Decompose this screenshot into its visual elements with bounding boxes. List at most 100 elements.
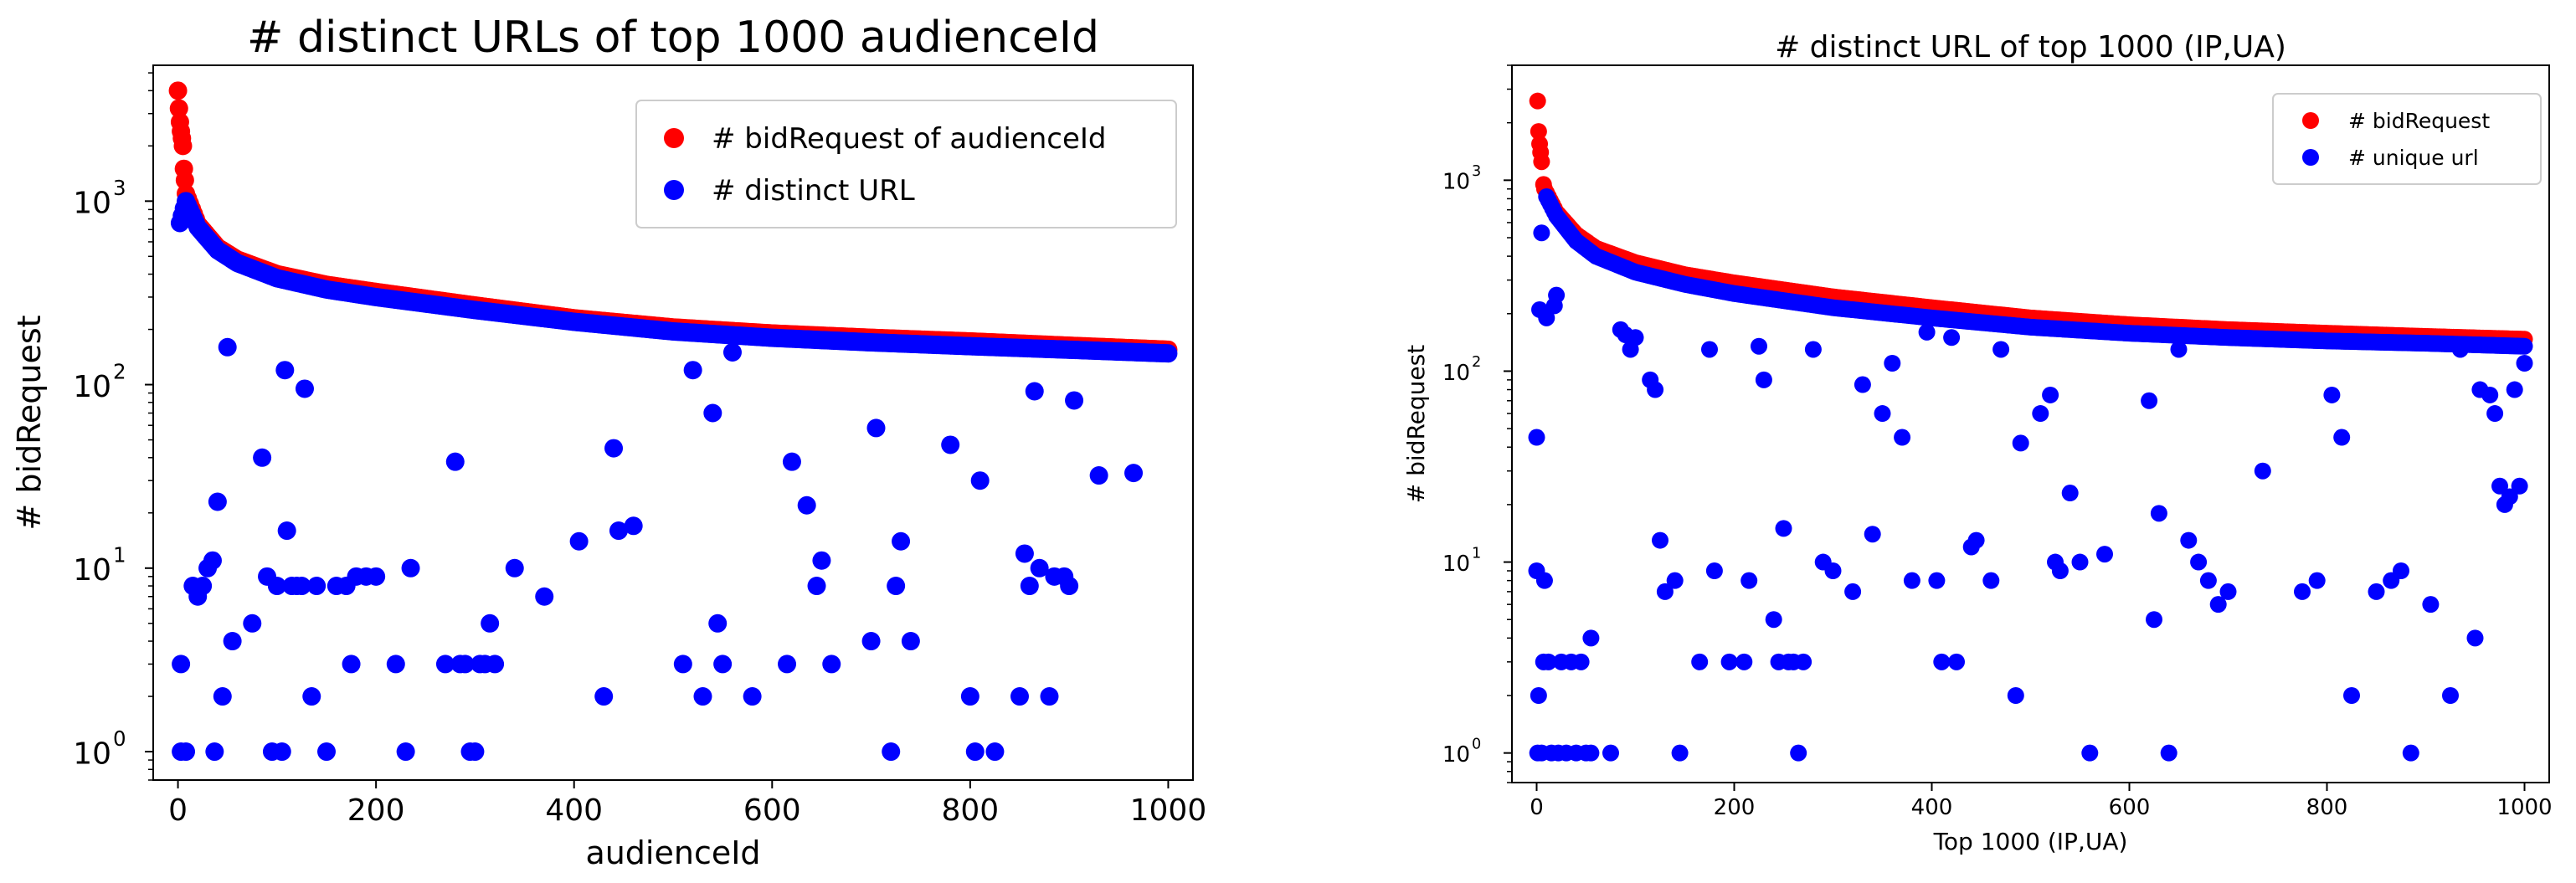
point-bidrequest — [173, 136, 193, 156]
point-distinct-url — [743, 687, 762, 706]
plot-area — [168, 81, 1178, 762]
point-distinct-url — [2012, 434, 2029, 452]
y-tick-exponent: 3 — [1472, 163, 1481, 180]
axes-frame — [1511, 64, 2550, 783]
point-distinct-url — [722, 342, 742, 362]
point-distinct-url — [2160, 744, 2178, 762]
point-distinct-url — [272, 742, 291, 762]
point-distinct-url — [1804, 341, 1822, 358]
legend-box — [635, 100, 1177, 228]
point-distinct-url — [342, 655, 361, 674]
point-distinct-url — [673, 655, 692, 674]
y-tick-label: 10 — [73, 737, 111, 771]
point-distinct-url — [2491, 477, 2508, 495]
point-distinct-url — [243, 613, 262, 633]
point-distinct-url — [401, 558, 420, 578]
y-axis-label: # bidRequest — [11, 315, 48, 530]
y-tick-label: 10 — [73, 553, 111, 588]
point-distinct-url — [1627, 329, 1644, 347]
point-distinct-url — [1903, 572, 1920, 589]
point-distinct-url — [2511, 477, 2528, 495]
point-distinct-url — [604, 439, 624, 458]
point-distinct-url — [2343, 686, 2360, 704]
point-distinct-url — [253, 448, 272, 467]
y-tick-label: 10 — [1442, 361, 1470, 386]
point-distinct-url — [1735, 653, 1753, 670]
y-tick-label: 10 — [73, 187, 111, 221]
x-tick-label: 1000 — [1130, 793, 1207, 828]
point-distinct-url — [1765, 611, 1782, 629]
point-distinct-url — [1533, 224, 1550, 242]
point-distinct-url — [435, 655, 455, 674]
x-tick-label: 200 — [347, 793, 405, 828]
point-distinct-url — [2393, 562, 2409, 579]
point-distinct-url — [2180, 531, 2198, 549]
point-distinct-url — [208, 492, 227, 511]
point-distinct-url — [2209, 596, 2227, 613]
point-distinct-url — [2442, 686, 2459, 704]
point-distinct-url — [882, 742, 901, 762]
point-bidrequest — [168, 81, 188, 100]
point-distinct-url — [1948, 653, 1965, 670]
y-tick-exponent: 1 — [1472, 545, 1481, 562]
point-distinct-url — [941, 435, 960, 454]
point-distinct-url — [1548, 286, 1566, 304]
point-distinct-url — [2150, 505, 2167, 522]
y-tick-exponent: 3 — [113, 176, 126, 200]
chart-title: # distinct URL of top 1000 (IP,UA) — [1775, 30, 2286, 64]
point-distinct-url — [1025, 382, 1044, 401]
point-distinct-url — [1918, 323, 1936, 341]
axes-frame — [152, 64, 1194, 781]
point-distinct-url — [1740, 572, 1758, 589]
point-distinct-url — [1089, 466, 1108, 485]
point-distinct-url — [2032, 405, 2049, 423]
point-distinct-url — [2061, 485, 2079, 502]
x-axis-label: audienceId — [585, 834, 760, 871]
point-distinct-url — [1656, 583, 1674, 600]
point-distinct-url — [445, 452, 465, 471]
point-distinct-url — [1060, 577, 1079, 596]
point-distinct-url — [481, 613, 500, 633]
point-distinct-url — [2042, 386, 2059, 403]
point-distinct-url — [367, 567, 386, 586]
y-tick-exponent: 1 — [113, 543, 126, 567]
point-distinct-url — [1065, 391, 1084, 410]
point-distinct-url — [275, 361, 295, 380]
point-distinct-url — [2451, 341, 2469, 358]
point-distinct-url — [1790, 744, 1807, 762]
point-distinct-url — [2170, 341, 2188, 358]
point-distinct-url — [2146, 611, 2162, 629]
point-distinct-url — [2323, 386, 2341, 403]
point-distinct-url — [1992, 341, 2010, 358]
y-tick-label: 10 — [1442, 552, 1470, 577]
point-distinct-url — [1124, 464, 1144, 483]
legend-label: # bidRequest of audienceId — [712, 122, 1107, 156]
point-distinct-url — [2007, 686, 2024, 704]
point-distinct-url — [797, 495, 816, 515]
point-distinct-url — [267, 577, 286, 596]
point-distinct-url — [307, 577, 326, 596]
point-distinct-url — [317, 742, 336, 762]
y-tick-exponent: 2 — [1472, 354, 1481, 371]
y-tick-exponent: 2 — [113, 359, 126, 383]
point-distinct-url — [1572, 653, 1590, 670]
point-distinct-url — [1647, 381, 1664, 398]
point-distinct-url — [205, 742, 224, 762]
point-distinct-url — [782, 452, 801, 471]
plot-area — [1528, 92, 2533, 762]
legend: # bidRequest of audienceId # distinct URL — [635, 100, 1177, 228]
point-distinct-url — [1040, 687, 1059, 706]
point-distinct-url — [807, 577, 826, 596]
point-distinct-url — [1720, 653, 1738, 670]
legend-box — [2272, 93, 2542, 185]
point-distinct-url — [1755, 371, 1772, 388]
point-distinct-url — [2516, 355, 2533, 372]
point-distinct-url — [1010, 687, 1029, 706]
x-tick-label: 0 — [1530, 795, 1544, 820]
x-tick-label: 200 — [1714, 795, 1756, 820]
point-distinct-url — [1844, 583, 1862, 600]
point-distinct-url — [1652, 531, 1668, 549]
point-distinct-url — [535, 587, 554, 606]
point-distinct-url — [2466, 629, 2484, 647]
chart-2: # distinct URL of top 1000 (IP,UA) 0 200 40… — [1402, 30, 2553, 855]
